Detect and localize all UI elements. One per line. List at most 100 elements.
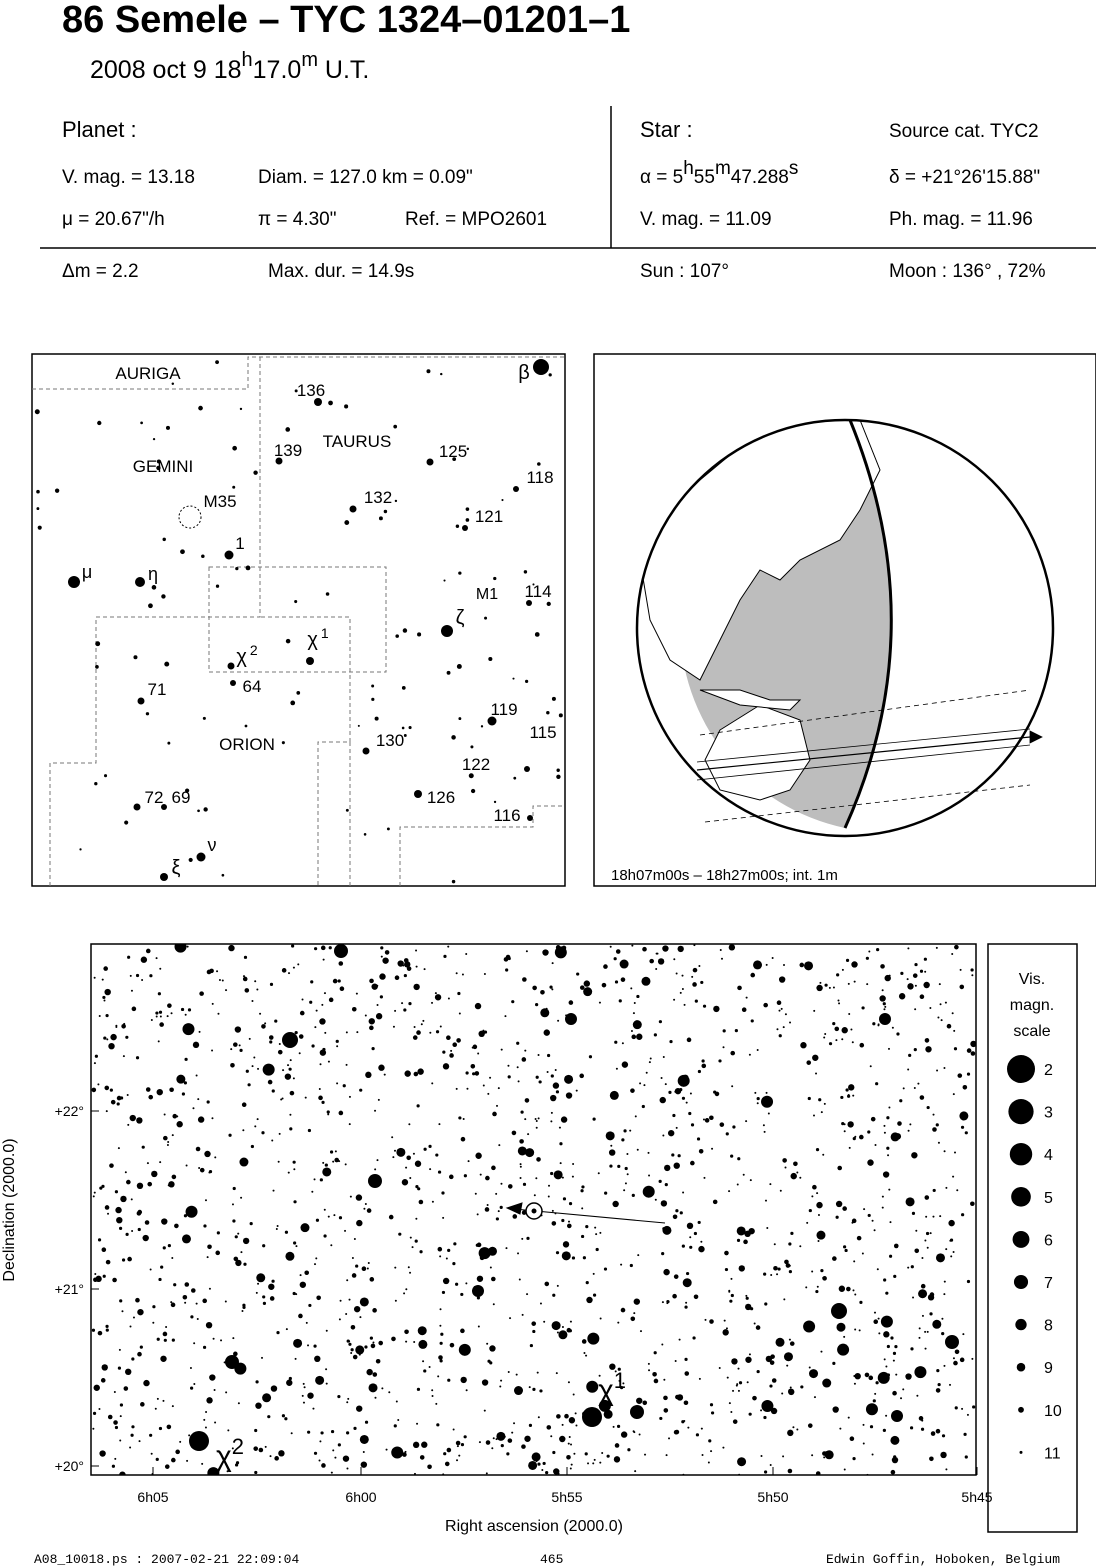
field-star xyxy=(170,1012,173,1015)
field-star xyxy=(724,1267,729,1272)
field-star xyxy=(886,1344,890,1349)
field-star xyxy=(920,1427,925,1431)
field-star xyxy=(573,1452,576,1455)
field-star xyxy=(722,1046,725,1049)
field-star xyxy=(696,1137,701,1141)
field-star xyxy=(195,1146,201,1152)
legend-dot xyxy=(1018,1406,1024,1413)
field-star xyxy=(707,1461,710,1464)
field-star xyxy=(254,1470,258,1475)
field-star xyxy=(597,1172,600,1175)
label-text: χ xyxy=(236,646,247,668)
field-star xyxy=(812,1054,819,1061)
field-star xyxy=(415,1217,418,1220)
field-star xyxy=(816,1201,823,1209)
field-star xyxy=(728,1289,731,1292)
field-star xyxy=(218,978,221,981)
field-star xyxy=(633,1002,636,1005)
field-star xyxy=(313,1178,316,1181)
field-star xyxy=(277,1160,280,1163)
field-star xyxy=(959,984,965,990)
field-star xyxy=(314,947,318,951)
field-star xyxy=(159,1015,162,1018)
field-star xyxy=(941,1332,945,1336)
field-star xyxy=(587,1332,600,1345)
field-star xyxy=(330,1429,335,1434)
field-star xyxy=(362,1450,365,1453)
field-star xyxy=(891,1026,894,1029)
field-star xyxy=(704,1318,707,1321)
field-star xyxy=(783,1352,793,1362)
field-star xyxy=(627,1448,631,1452)
field-star xyxy=(437,1375,440,1378)
field-star xyxy=(192,1107,195,1110)
field-star xyxy=(402,1452,407,1457)
field-star xyxy=(621,1042,624,1045)
field-star xyxy=(111,1464,115,1468)
field-star xyxy=(892,1390,897,1396)
field-star xyxy=(356,1219,363,1227)
field-star xyxy=(455,1282,459,1286)
field-star xyxy=(105,1110,108,1113)
x-axis-title: Right ascension (2000.0) xyxy=(445,1518,623,1535)
field-star xyxy=(756,1369,760,1374)
field-star xyxy=(507,1370,510,1373)
field-star xyxy=(636,1397,643,1404)
field-star xyxy=(537,1053,540,1056)
field-star xyxy=(745,1120,748,1123)
field-star xyxy=(350,1324,356,1330)
field-star xyxy=(665,1454,668,1457)
field-star xyxy=(522,977,527,982)
field-star xyxy=(859,1134,864,1140)
field-star xyxy=(460,1136,466,1142)
field-star xyxy=(224,1300,227,1303)
field-star xyxy=(558,1330,568,1340)
field-star xyxy=(205,1410,208,1413)
field-star xyxy=(714,1091,720,1097)
field-star xyxy=(588,1055,593,1059)
field-star xyxy=(737,1367,740,1370)
field-star xyxy=(557,1472,560,1475)
field-star xyxy=(145,1087,151,1092)
field-star xyxy=(411,1246,414,1249)
finder-label: 132 xyxy=(364,488,392,507)
field-star xyxy=(161,1218,168,1225)
finder-star xyxy=(513,776,517,780)
field-star xyxy=(771,956,774,959)
field-star xyxy=(788,1269,792,1274)
field-star xyxy=(313,1451,318,1455)
field-star xyxy=(211,1117,214,1120)
field-star xyxy=(240,1196,243,1199)
field-star xyxy=(233,1042,238,1047)
field-star xyxy=(110,1099,116,1105)
field-star xyxy=(375,1013,383,1020)
field-star xyxy=(288,1376,292,1381)
field-star xyxy=(943,1280,946,1283)
field-star xyxy=(211,1002,214,1005)
field-star xyxy=(667,1300,670,1303)
field-star xyxy=(367,1261,370,1264)
field-star xyxy=(745,1303,752,1311)
field-star xyxy=(366,1368,373,1376)
max-duration: Max. dur. = 14.9s xyxy=(268,261,414,282)
field-star xyxy=(776,1000,782,1006)
field-star xyxy=(375,1358,381,1364)
field-star xyxy=(763,1272,767,1276)
field-star xyxy=(662,1056,665,1059)
field-star xyxy=(918,1336,921,1339)
field-star xyxy=(429,1031,432,1034)
field-star xyxy=(587,1462,590,1465)
field-star xyxy=(376,1004,379,1007)
field-star xyxy=(221,979,224,982)
field-star xyxy=(932,1113,935,1116)
finder-label: 119 xyxy=(490,700,517,719)
field-star xyxy=(293,1168,296,1171)
finder-star xyxy=(167,741,171,745)
field-star xyxy=(98,1407,101,1410)
field-star xyxy=(926,1038,929,1041)
field-star xyxy=(822,1153,825,1156)
field-star xyxy=(136,1211,142,1216)
field-star xyxy=(167,1184,170,1187)
field-star xyxy=(673,998,676,1001)
field-star xyxy=(812,1184,817,1190)
